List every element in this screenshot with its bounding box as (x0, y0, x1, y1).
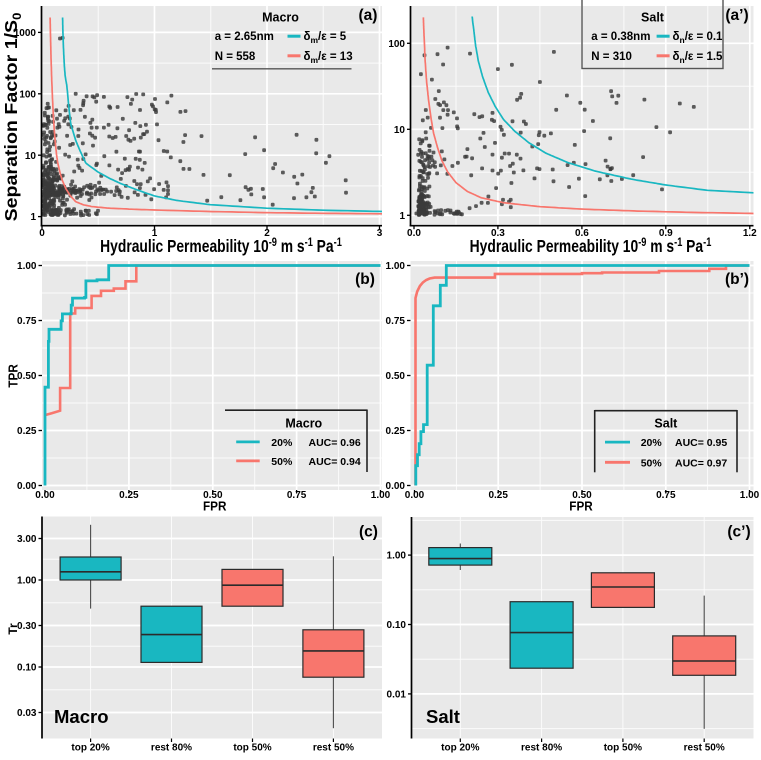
svg-text:a = 0.38nm: a = 0.38nm (591, 31, 650, 43)
svg-text:Salt: Salt (654, 417, 678, 431)
svg-text:0.6: 0.6 (575, 228, 589, 239)
svg-text:Hydraulic Permeability 10-9 m: Hydraulic Permeability 10-9 m s-1 Pa-1 (470, 236, 712, 257)
svg-text:0.50: 0.50 (17, 371, 37, 382)
svg-text:0.10: 0.10 (17, 663, 37, 674)
svg-text:(b’): (b’) (725, 271, 749, 288)
svg-text:0.3: 0.3 (491, 228, 505, 239)
svg-text:rest 50%: rest 50% (684, 742, 725, 753)
svg-text:0.03: 0.03 (17, 708, 37, 719)
svg-text:FPR: FPR (569, 499, 592, 514)
svg-text:AUC= 0.94: AUC= 0.94 (309, 456, 361, 468)
svg-text:100: 100 (19, 89, 36, 100)
svg-text:1.00: 1.00 (371, 490, 391, 501)
svg-text:50%: 50% (271, 456, 293, 468)
svg-text:10: 10 (25, 151, 37, 162)
svg-text:0.25: 0.25 (119, 490, 139, 501)
svg-text:1.00: 1.00 (17, 576, 37, 587)
svg-text:100: 100 (388, 39, 405, 50)
svg-text:0.30: 0.30 (17, 621, 37, 632)
svg-text:0.75: 0.75 (386, 316, 406, 327)
svg-text:0.25: 0.25 (17, 426, 37, 437)
svg-text:0.00: 0.00 (35, 490, 55, 501)
svg-text:0.75: 0.75 (287, 490, 307, 501)
svg-text:0.75: 0.75 (17, 316, 37, 327)
svg-text:2: 2 (264, 228, 270, 239)
svg-text:AUC= 0.97: AUC= 0.97 (675, 457, 727, 469)
svg-text:1: 1 (30, 212, 36, 223)
svg-text:Tr: Tr (6, 623, 20, 635)
svg-text:50%: 50% (641, 457, 663, 469)
svg-text:rest 80%: rest 80% (521, 742, 562, 753)
svg-text:Macro: Macro (54, 706, 109, 727)
svg-text:a = 2.65nm: a = 2.65nm (215, 31, 274, 43)
svg-text:AUC= 0.95: AUC= 0.95 (675, 437, 727, 449)
svg-text:top 20%: top 20% (441, 742, 479, 753)
svg-text:N = 558: N = 558 (215, 51, 256, 63)
svg-text:0.9: 0.9 (659, 228, 673, 239)
svg-text:1000: 1000 (14, 28, 37, 39)
svg-text:δn/ε = 1.5: δn/ε = 1.5 (673, 51, 724, 65)
svg-text:Macro: Macro (262, 11, 299, 25)
svg-text:FPR: FPR (203, 499, 226, 514)
svg-text:0.50: 0.50 (386, 371, 406, 382)
svg-text:1.00: 1.00 (740, 490, 760, 501)
svg-text:δn/ε = 0.1: δn/ε = 0.1 (673, 31, 724, 45)
svg-text:0.00: 0.00 (405, 490, 425, 501)
svg-text:(c): (c) (359, 524, 378, 541)
svg-text:(b): (b) (355, 271, 375, 288)
svg-text:top 50%: top 50% (604, 742, 642, 753)
svg-text:N = 310: N = 310 (591, 51, 632, 63)
svg-text:0.75: 0.75 (656, 490, 676, 501)
svg-text:0.0: 0.0 (407, 228, 421, 239)
svg-text:δm/ε = 13: δm/ε = 13 (304, 51, 353, 65)
svg-text:(a): (a) (359, 7, 378, 24)
svg-text:Separation Factor 1/S0: Separation Factor 1/S0 (1, 13, 24, 222)
svg-text:Macro: Macro (285, 417, 322, 431)
svg-text:1: 1 (152, 228, 158, 239)
svg-text:Salt: Salt (641, 11, 665, 25)
svg-text:top 50%: top 50% (233, 742, 271, 753)
svg-text:0.25: 0.25 (488, 490, 508, 501)
svg-text:TPR: TPR (6, 364, 21, 387)
svg-text:rest 80%: rest 80% (151, 742, 192, 753)
svg-text:0.00: 0.00 (17, 481, 37, 492)
svg-text:Salt: Salt (426, 706, 460, 727)
svg-text:(c’): (c’) (727, 524, 750, 541)
svg-text:20%: 20% (641, 437, 663, 449)
svg-text:0.25: 0.25 (386, 426, 406, 437)
svg-text:0.01: 0.01 (387, 690, 407, 701)
svg-text:10: 10 (394, 125, 406, 136)
svg-text:1.2: 1.2 (743, 228, 757, 239)
svg-text:1: 1 (399, 211, 405, 222)
svg-text:0.10: 0.10 (387, 620, 407, 631)
svg-text:3.00: 3.00 (17, 534, 37, 545)
svg-text:0: 0 (39, 228, 45, 239)
svg-text:0.00: 0.00 (386, 481, 406, 492)
svg-text:δm/ε = 5: δm/ε = 5 (304, 31, 347, 45)
svg-text:0.50: 0.50 (203, 490, 223, 501)
svg-text:(a’): (a’) (725, 7, 748, 24)
svg-text:3: 3 (377, 228, 383, 239)
svg-text:rest 50%: rest 50% (313, 742, 354, 753)
svg-text:AUC= 0.96: AUC= 0.96 (309, 437, 361, 449)
svg-text:Hydraulic Permeability 10-9 m: Hydraulic Permeability 10-9 m s-1 Pa-1 (100, 236, 342, 257)
svg-text:20%: 20% (271, 437, 293, 449)
svg-text:top 20%: top 20% (71, 742, 109, 753)
svg-text:1.00: 1.00 (17, 261, 37, 272)
svg-text:1.00: 1.00 (387, 551, 407, 562)
svg-text:0.50: 0.50 (572, 490, 592, 501)
svg-text:1.00: 1.00 (386, 261, 406, 272)
